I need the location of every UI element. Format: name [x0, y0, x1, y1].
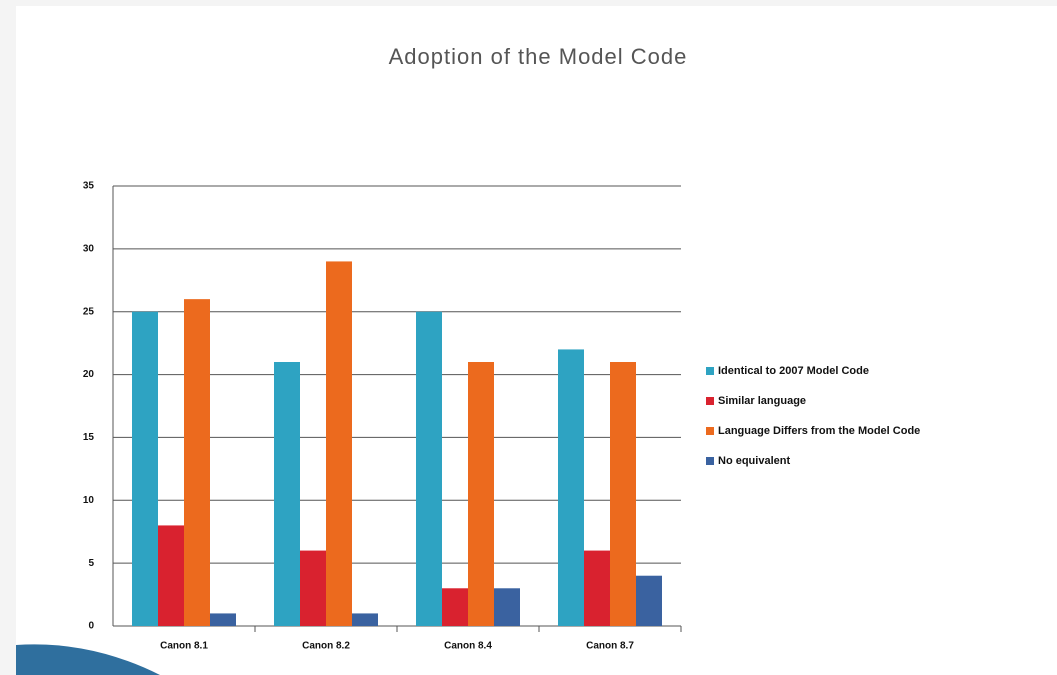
y-tick-label: 20 — [83, 369, 95, 380]
bar — [326, 261, 352, 626]
legend-swatch — [706, 367, 714, 375]
y-tick-label: 35 — [83, 181, 95, 192]
bar — [416, 311, 442, 626]
bar — [636, 575, 662, 626]
bar — [274, 362, 300, 626]
y-tick-label: 5 — [88, 558, 94, 569]
legend-swatch — [706, 427, 714, 435]
y-tick-label: 25 — [83, 306, 95, 317]
bar — [494, 588, 520, 626]
x-tick-label: Canon 8.4 — [444, 641, 492, 652]
y-tick-label: 15 — [83, 432, 95, 443]
legend-swatch — [706, 397, 714, 405]
bar — [352, 613, 378, 626]
bar — [558, 349, 584, 626]
x-tick-label: Canon 8.1 — [160, 641, 208, 652]
bar — [442, 588, 468, 626]
chart-title: Adoption of the Model Code — [389, 44, 688, 69]
bar — [300, 550, 326, 626]
y-tick-label: 0 — [88, 621, 94, 632]
bar — [468, 362, 494, 626]
legend-swatch — [706, 457, 714, 465]
bar — [610, 362, 636, 626]
legend-label: No equivalent — [718, 455, 790, 467]
y-tick-label: 10 — [83, 495, 95, 506]
legend-label: Identical to 2007 Model Code — [718, 365, 869, 377]
bar — [132, 311, 158, 626]
bar — [584, 550, 610, 626]
legend-label: Language Differs from the Model Code — [718, 425, 920, 437]
x-tick-label: Canon 8.7 — [586, 641, 634, 652]
legend-label: Similar language — [718, 395, 806, 407]
decoration — [16, 644, 160, 675]
bar — [210, 613, 236, 626]
x-tick-label: Canon 8.2 — [302, 641, 350, 652]
bar — [184, 299, 210, 626]
bar — [158, 525, 184, 626]
y-tick-label: 30 — [83, 243, 95, 254]
